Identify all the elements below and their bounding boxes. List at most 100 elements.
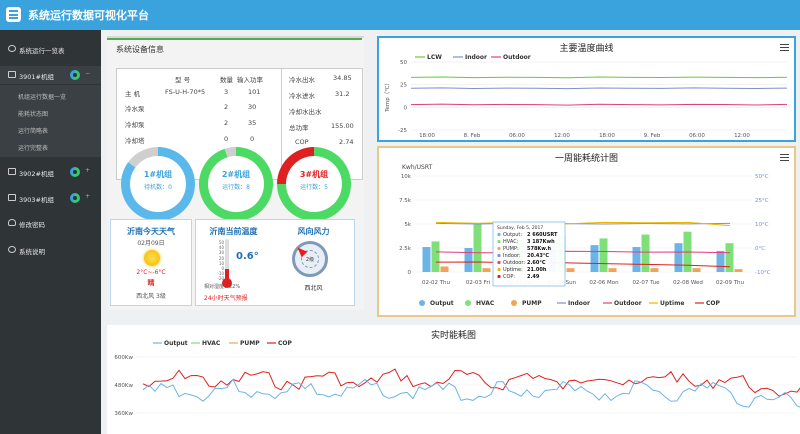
legend-label: Uptime (660, 300, 684, 307)
row-name: 冷水泵 (125, 105, 145, 113)
tooltip-swatch (497, 253, 501, 258)
sidebar-item-manual[interactable]: 系统说明 (0, 241, 101, 259)
submenu-item[interactable]: 运行简略表 (18, 128, 49, 135)
bar-output (464, 248, 473, 272)
header-power: 输入功率 (237, 76, 263, 84)
wind-direction: 西北风 (304, 285, 323, 292)
tooltip-row-value: 578Kw.h (527, 246, 552, 252)
row-name: 主 机 (125, 90, 141, 98)
legend-label: Outdoor (503, 54, 531, 61)
bar-pump (566, 268, 575, 272)
sidebar-submenu: 机组运行数据一览 能耗状态图 运行简略表 运行完整表 (0, 85, 101, 157)
status-ring-icon (70, 193, 80, 203)
legend-label: Output (164, 340, 188, 347)
y-tick-label: -25 (398, 128, 407, 134)
metric-label: 总功率 (289, 124, 309, 132)
sidebar-item-unit2[interactable]: 3902#机组 + (0, 163, 101, 181)
tooltip-row-label: COP: (503, 274, 515, 280)
forecast-link[interactable]: 24小时天气预报 (204, 295, 248, 302)
unit2-gauge[interactable]: 2#机组 运行数：8 (199, 147, 273, 221)
chevron-down-icon: − (85, 70, 91, 77)
header-model: 型 号 (175, 76, 191, 84)
bar-hvac (473, 224, 482, 272)
series-line-output (142, 378, 800, 408)
metric-label: 冷水进水 (289, 92, 315, 100)
sidebar-item-unit3[interactable]: 3903#机组 + (0, 189, 101, 207)
temperature-value: 0.6° (236, 251, 259, 262)
tooltip-title: Sunday, Feb 5, 2017 (497, 225, 543, 231)
submenu-item[interactable]: 机组运行数据一览 (18, 94, 67, 101)
tooltip-swatch (497, 260, 501, 265)
row-model: FS-U-H-70*5 (165, 88, 206, 96)
tooltip-row-label: HVAC: (503, 239, 519, 245)
chart-menu-icon[interactable] (780, 154, 789, 161)
equipment-title: 系统设备信息 (116, 45, 164, 54)
legend-label: COP (706, 300, 721, 307)
x-tick-label: 02-07 Tue (632, 280, 660, 286)
status-ring-icon (70, 70, 80, 80)
monitor-icon (8, 71, 16, 78)
thermometer-icon (222, 239, 232, 288)
row-qty: 2 (224, 103, 229, 111)
gauge-label: 运行数：8 (222, 184, 250, 191)
weather-today-panel: 沂南今天天气 02月09日 2°C~-6°C 晴 西北风 3级 (110, 219, 192, 306)
legend-swatch (465, 300, 471, 306)
y2-tick-label: 0°C (755, 246, 765, 252)
submenu-item[interactable]: 运行完整表 (18, 145, 49, 152)
x-tick-label: 06:00 (509, 133, 525, 139)
x-tick-label: 12:00 (734, 133, 750, 139)
realtime-chart-title: 实时能耗图 (430, 331, 476, 341)
tooltip-row-label: Outdoor: (503, 260, 525, 266)
y-tick-label: 7.5k (399, 198, 412, 204)
tooltip-swatch (497, 239, 501, 244)
tooltip-row-value: 20.43°C (527, 253, 549, 259)
sidebar-item-overview[interactable]: 系统运行一览表 (0, 40, 101, 58)
y-tick-label: 360Kw (114, 411, 133, 417)
chart-menu-icon[interactable] (780, 44, 789, 51)
humidity-text: 相对湿度：22% (204, 284, 241, 290)
tooltip-row-value: 2.60°C (527, 260, 546, 266)
y-tick-label: 600Kw (114, 355, 133, 361)
gauge-title: 2#机组 (221, 170, 251, 179)
menu-toggle-button[interactable] (6, 7, 21, 22)
y-tick-label: 10k (401, 174, 412, 180)
realtime-chart-panel: 实时能耗图 Output HVAC PUMP COP 600Kw 480Kw 360Kw (107, 325, 800, 434)
panel-accent (107, 38, 362, 40)
unit1-gauge[interactable]: 1#机组 待机数：0 (121, 147, 195, 221)
monitor-icon (8, 194, 16, 201)
y2-tick-label: -10°C (755, 270, 771, 276)
bar-pump (440, 266, 449, 272)
tooltip-swatch (497, 232, 501, 237)
x-tick-label: 02-09 Thu (716, 280, 744, 286)
unit3-gauge[interactable]: 3#机组 运行数：5 (277, 147, 351, 221)
metric-value: 155.00 (331, 122, 354, 130)
weather-title: 沂南今天天气 (127, 227, 175, 236)
y-tick-label: 0 (408, 270, 412, 276)
table-divider (281, 69, 282, 179)
series-line-cop (435, 261, 731, 268)
legend-label: Output (430, 300, 454, 307)
x-tick-label: 9. Feb (644, 133, 661, 139)
tooltip-row-value: 21.00h (527, 267, 547, 273)
bar-hvac (641, 234, 650, 272)
y-tick-label: 0 (404, 105, 408, 111)
sidebar-item-password[interactable]: 修改密码 (0, 214, 101, 232)
x-tick-label: 18:00 (599, 133, 615, 139)
weekly-chart-title: 一周能耗统计图 (554, 154, 618, 164)
bar-pump (608, 268, 617, 272)
sidebar-item-unit1[interactable]: 3901#机组 − (0, 66, 101, 84)
plus-icon: + (85, 193, 91, 200)
bar-pump (734, 269, 743, 272)
legend-label: HVAC (202, 340, 221, 347)
y-tick-label: 25 (400, 83, 407, 89)
series-line-uptime (435, 221, 731, 227)
app-title: 系统运行数据可视化平台 (28, 9, 149, 22)
y-tick-label: 5k (404, 222, 411, 228)
y2-tick-label: 25°C (755, 198, 769, 204)
tooltip-swatch (497, 267, 501, 272)
monitor-icon (8, 168, 16, 175)
legend-swatch (419, 300, 425, 306)
bar-hvac (725, 243, 734, 272)
submenu-item[interactable]: 能耗状态图 (18, 111, 49, 118)
bar-pump (692, 268, 701, 272)
